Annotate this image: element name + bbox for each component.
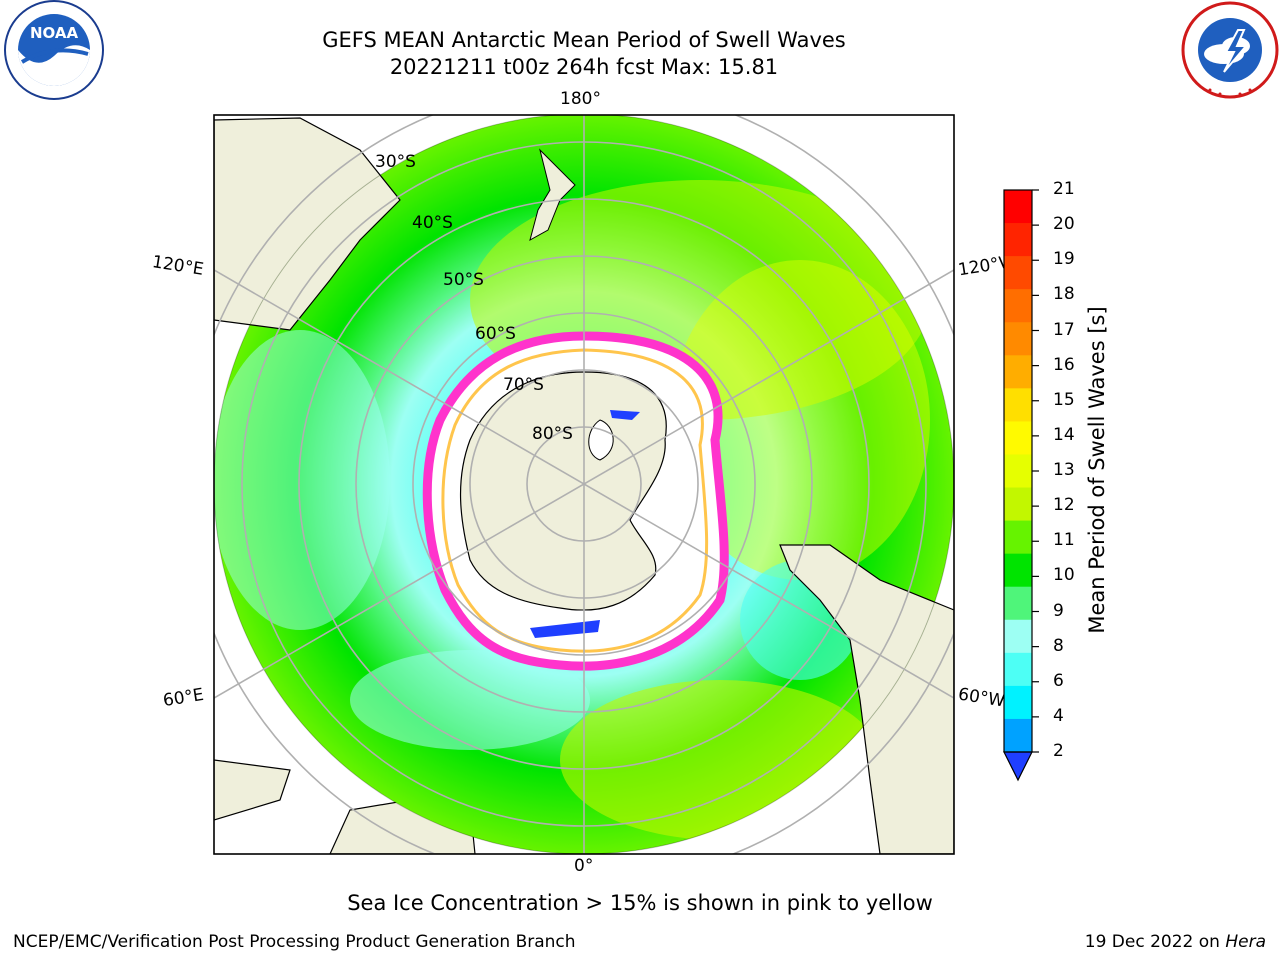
colorbar-tick-label: 15	[1053, 389, 1075, 410]
colorbar	[1003, 189, 1039, 782]
colorbar-band	[1004, 454, 1032, 489]
antarctica-land	[459, 371, 667, 611]
footer-date-text: 19 Dec 2022 on	[1084, 932, 1226, 952]
footer-producer: NCEP/EMC/Verification Post Processing Pr…	[13, 932, 576, 952]
colorbar-tick-label: 11	[1053, 530, 1075, 551]
new-zealand-land	[529, 148, 576, 242]
lat-label-50s: 50°S	[443, 270, 484, 290]
colorbar-tick-label: 14	[1053, 424, 1075, 445]
colorbar-tick-label: 10	[1053, 565, 1075, 586]
colorbar-band	[1004, 223, 1032, 257]
colorbar-band	[1004, 520, 1032, 555]
colorbar-band	[1004, 586, 1032, 621]
noaa-logo-text: NOAA	[30, 24, 79, 42]
colorbar-tick-label: 6	[1053, 670, 1064, 691]
colorbar-tick-label: 4	[1053, 705, 1064, 726]
colorbar-band	[1004, 322, 1032, 356]
madagascar-land	[214, 759, 291, 821]
graticule	[214, 115, 954, 854]
lat-label-80s: 80°S	[532, 424, 573, 444]
lat-label-40s: 40°S	[412, 213, 453, 233]
colorbar-band	[1004, 652, 1032, 687]
colorbar-tick-label: 21	[1053, 179, 1075, 199]
sea-ice-caption: Sea Ice Concentration > 15% is shown in …	[347, 891, 933, 915]
colorbar-tick-label: 9	[1053, 600, 1064, 621]
footer-date: 19 Dec 2022 on Hera	[1085, 932, 1266, 952]
colorbar-band	[1004, 685, 1032, 720]
chart-subtitle: 20221211 t00z 264h fcst Max: 15.81	[389, 55, 779, 79]
colorbar-band	[1004, 256, 1032, 290]
colorbar-tick-label: 12	[1053, 495, 1075, 516]
colorbar-tick-label: 2	[1053, 741, 1064, 761]
colorbar-band	[1004, 553, 1032, 588]
noaa-logo: NOAA	[4, 0, 104, 100]
lat-label-60s: 60°S	[475, 324, 516, 344]
colorbar-tick-label: 19	[1053, 249, 1075, 270]
colorbar-tick-label: 20	[1053, 214, 1075, 235]
colorbar-band	[1004, 388, 1032, 422]
ice-shelf-high-swell	[530, 620, 600, 638]
colorbar-extend-arrow	[1003, 751, 1033, 782]
colorbar-band	[1004, 619, 1032, 654]
colorbar-band	[1004, 487, 1032, 522]
lon-label-180: 180°	[560, 89, 601, 109]
colorbar-tick-label: 13	[1053, 460, 1075, 480]
colorbar-tick-label: 17	[1053, 319, 1075, 340]
lat-label-30s: 30°S	[375, 152, 416, 172]
colorbar-band	[1004, 190, 1032, 224]
colorbar-band	[1004, 421, 1032, 455]
colorbar-tick-label: 18	[1053, 284, 1075, 305]
map-frame	[213, 114, 955, 855]
lat-label-70s: 70°S	[503, 375, 544, 395]
colorbar-band	[1004, 355, 1032, 389]
footer-host: Hera	[1225, 932, 1266, 952]
chart-title: GEFS MEAN Antarctic Mean Period of Swell…	[322, 28, 846, 52]
colorbar-label: Mean Period of Swell Waves [s]	[1085, 306, 1109, 634]
colorbar-band	[1004, 718, 1032, 753]
colorbar-tick-label: 16	[1053, 354, 1075, 375]
nws-logo	[1181, 1, 1279, 99]
lon-label-0: 0°	[574, 856, 594, 876]
colorbar-band	[1004, 289, 1032, 323]
colorbar-tick-label: 8	[1053, 635, 1064, 656]
